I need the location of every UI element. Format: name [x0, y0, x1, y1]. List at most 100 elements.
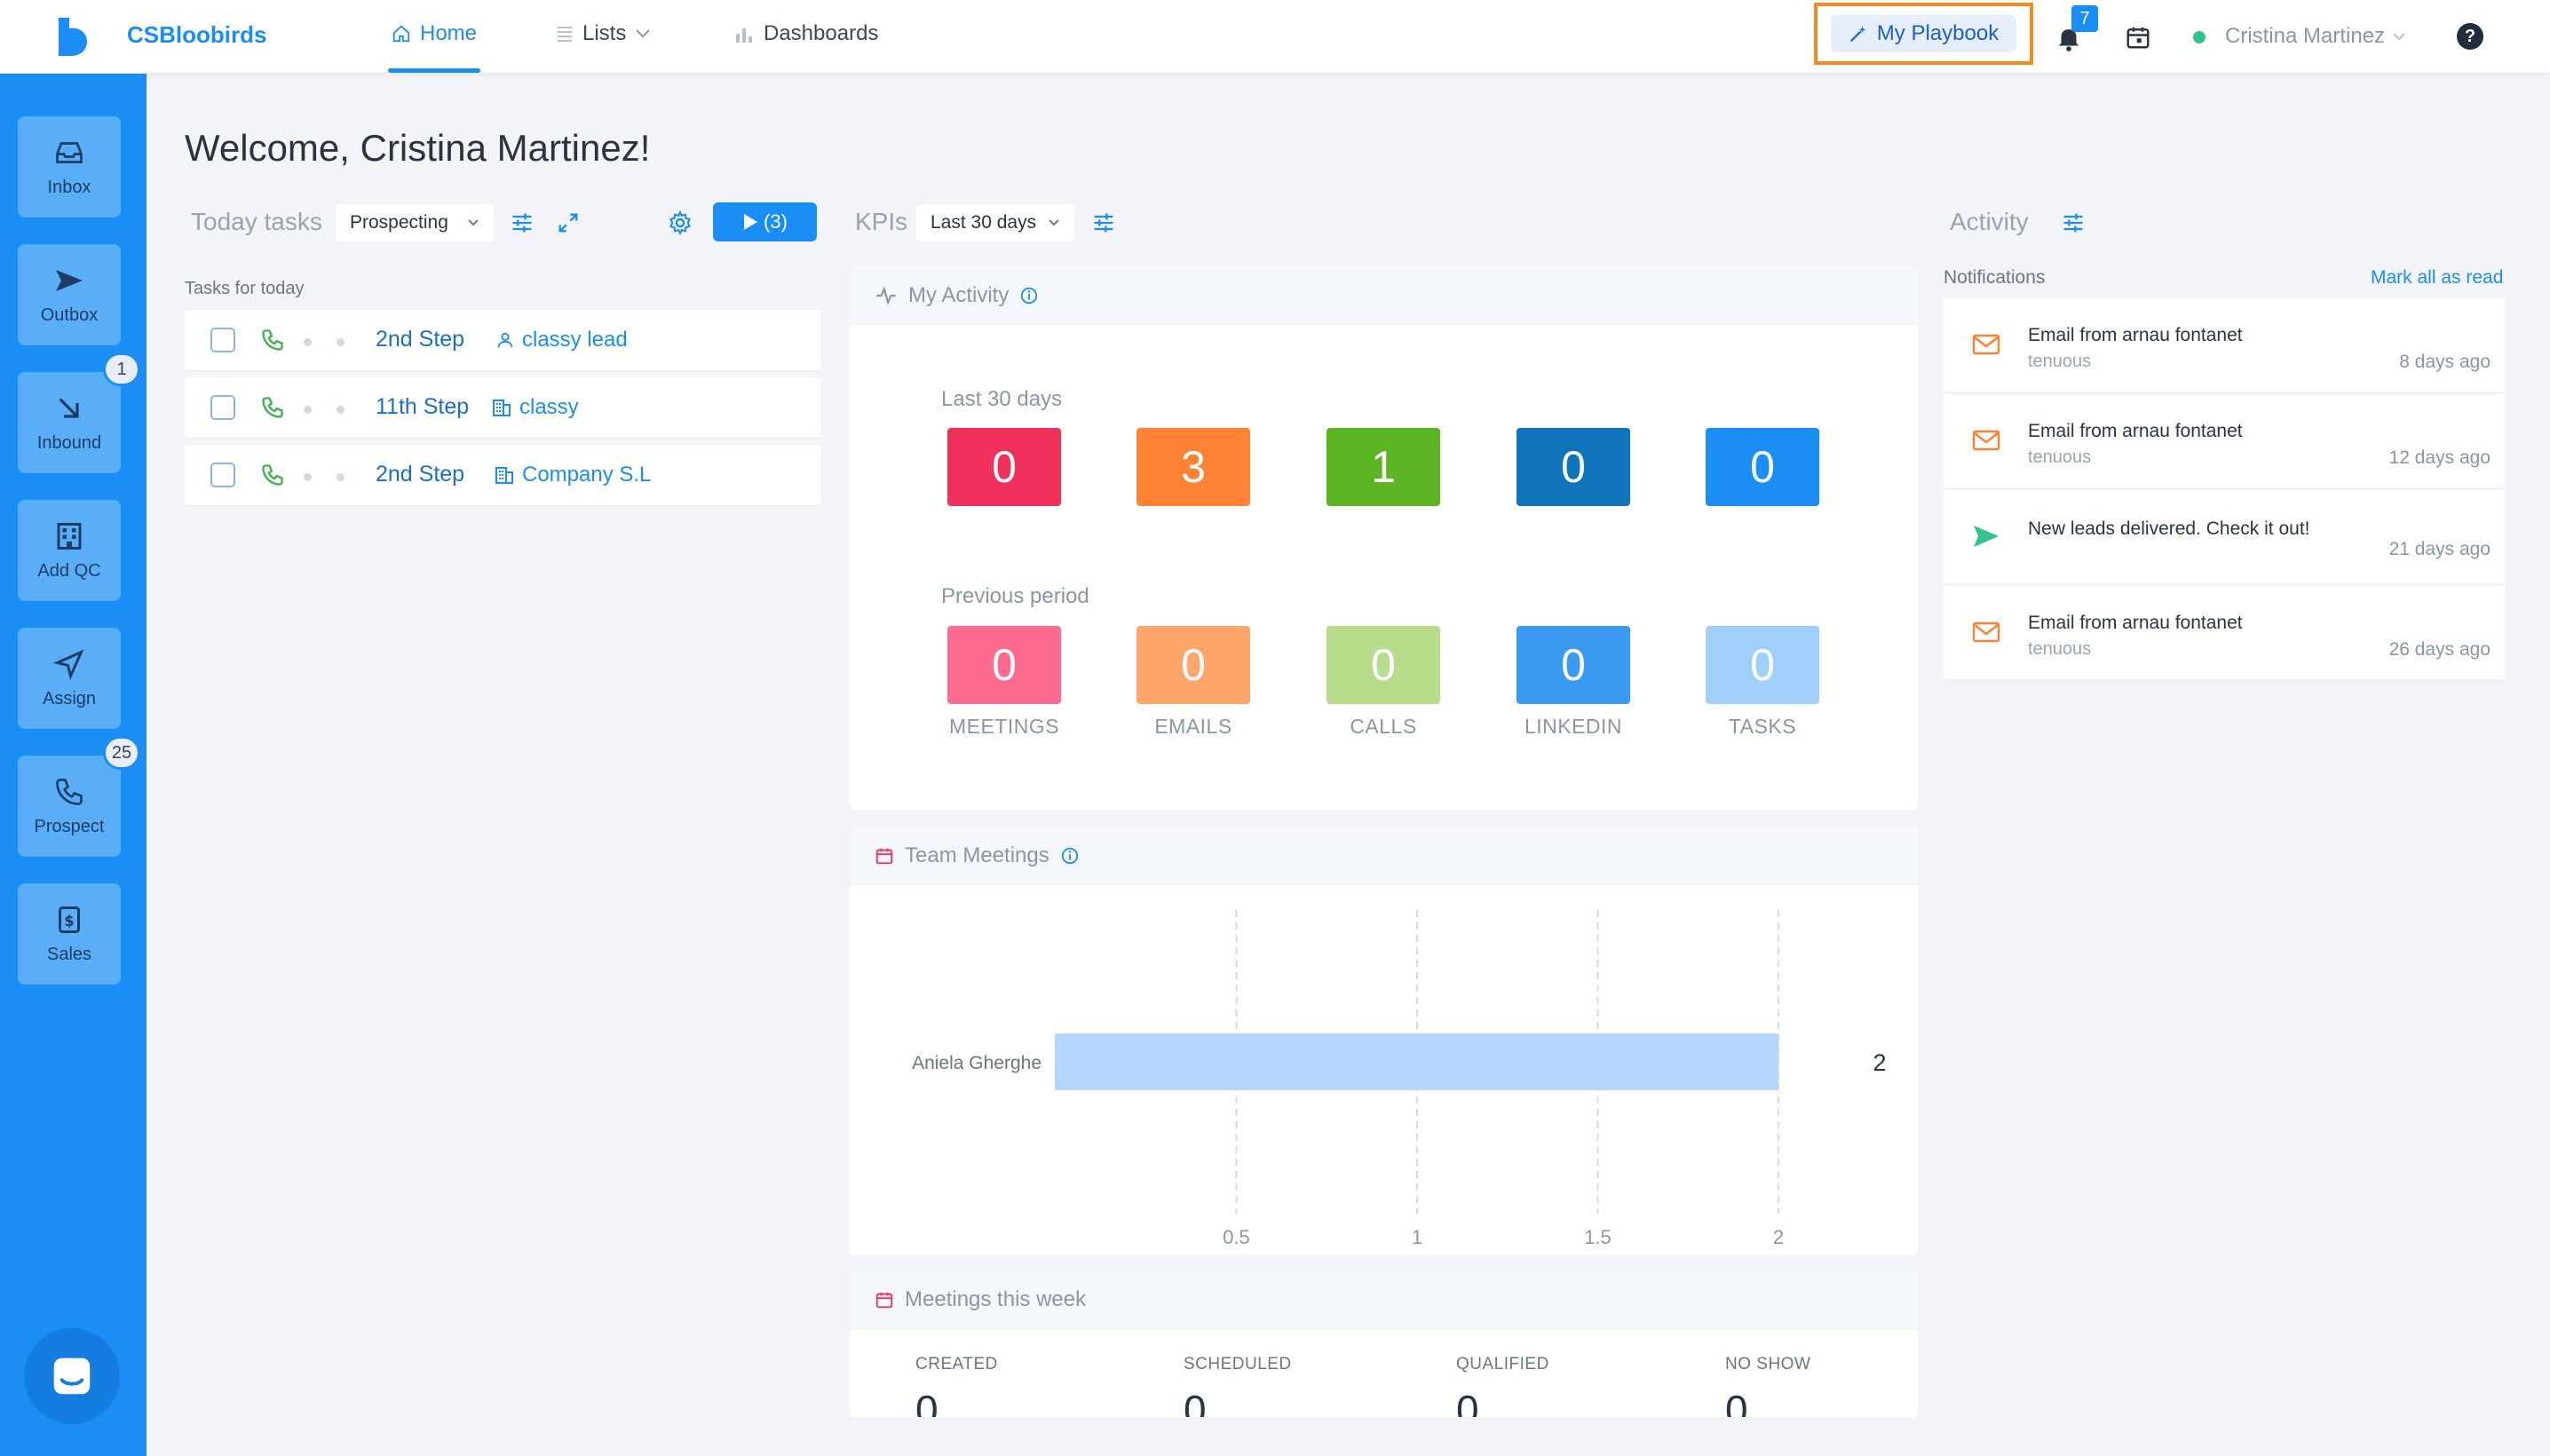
sidebar-item-sales[interactable]: $ Sales [18, 883, 121, 985]
notification-title: Email from arnau fontanet [2028, 421, 2243, 441]
my-activity-title: My Activity [908, 282, 1010, 307]
kpi-linkedin-previous[interactable]: 0 [1517, 626, 1630, 704]
kpi-caption-linkedin: LINKEDIN [1524, 715, 1623, 738]
notification-count-badge: 7 [2071, 5, 2098, 32]
sidebar-item-label: Sales [46, 944, 92, 964]
sidebar-item-inbox[interactable]: Inbox [18, 116, 121, 218]
meetings-created-value: 0 [915, 1387, 938, 1417]
task-checkbox[interactable] [210, 328, 235, 352]
notification-time: 12 days ago [2388, 447, 2491, 468]
kpi-meetings-current[interactable]: 0 [947, 428, 1061, 506]
sliders-icon[interactable] [2061, 210, 2086, 235]
kpis-range-dropdown[interactable]: Last 30 days [916, 204, 1074, 241]
user-menu[interactable]: Cristina Martinez [2225, 24, 2406, 49]
bar-chart-icon [736, 28, 752, 43]
nav-home[interactable]: Home [392, 21, 477, 46]
task-target-link[interactable]: classy [491, 395, 579, 420]
chevron-down-icon [1049, 219, 1059, 226]
task-dot [304, 338, 312, 346]
nav-lists[interactable]: Lists [556, 21, 651, 46]
team-meetings-title: Team Meetings [905, 843, 1049, 867]
kpi-tasks-previous[interactable]: 0 [1706, 626, 1819, 704]
kpi-caption-emails: EMAILS [1154, 715, 1232, 738]
nav-dashboards-label: Dashboards [764, 21, 879, 45]
my-playbook-button[interactable]: My Playbook [1831, 15, 2016, 52]
notification-item[interactable]: Email from arnau fontanet tenuous 26 day… [1944, 586, 2505, 680]
notification-time: 26 days ago [2388, 639, 2491, 660]
sidebar: Inbox Outbox Inbound 1 Add QC Assign Pro… [0, 74, 147, 1456]
kpi-emails-current[interactable]: 3 [1136, 428, 1250, 506]
sidebar-item-prospect[interactable]: Prospect [18, 756, 121, 857]
bloobirds-logo-icon[interactable] [55, 16, 89, 57]
expand-icon[interactable] [556, 210, 581, 235]
meetings-week-panel: Meetings this week CREATED SCHEDULED QUA… [850, 1270, 1918, 1417]
person-icon [497, 332, 513, 348]
info-icon[interactable] [1019, 286, 1039, 305]
top-bar: CSBloobirds Home Lists Dashboards My Pla… [0, 0, 2550, 74]
task-row[interactable]: 2nd Step Company S.L [185, 445, 821, 505]
task-row[interactable]: 11th Step classy [185, 377, 821, 438]
kpi-caption-tasks: TASKS [1728, 715, 1797, 738]
kpi-calls-current[interactable]: 1 [1326, 428, 1440, 506]
help-icon[interactable]: ? [2457, 23, 2483, 50]
task-checkbox[interactable] [210, 463, 235, 487]
navigation-icon [53, 649, 84, 680]
notification-item[interactable]: Email from arnau fontanet tenuous 8 days… [1944, 298, 2505, 392]
task-step: 2nd Step [376, 327, 465, 352]
nav-lists-label: Lists [582, 21, 627, 45]
phone-icon [56, 778, 83, 805]
brand-name[interactable]: CSBloobirds [127, 21, 267, 48]
kpi-tasks-current[interactable]: 0 [1706, 428, 1819, 506]
nav-dashboards[interactable]: Dashboards [735, 21, 878, 46]
kpi-emails-previous[interactable]: 0 [1136, 626, 1250, 704]
my-playbook-label: My Playbook [1876, 21, 2000, 45]
chat-icon [53, 1357, 91, 1395]
y-category-label: Aniela Gherghe [912, 1053, 1041, 1073]
notification-time: 8 days ago [2399, 352, 2491, 372]
task-target-link[interactable]: classy lead [495, 328, 628, 352]
sliders-icon[interactable] [1091, 210, 1116, 235]
magic-wand-icon [1849, 26, 1866, 43]
building-icon [493, 400, 511, 416]
sidebar-item-assign[interactable]: Assign [18, 628, 121, 729]
kpis-title: KPIs [855, 208, 908, 235]
x-tick-label: 1 [1412, 1226, 1422, 1248]
sidebar-item-outbox[interactable]: Outbox [18, 244, 121, 345]
building-icon [495, 467, 513, 484]
sidebar-item-label: Add QC [37, 560, 101, 581]
notification-title: Email from arnau fontanet [2028, 613, 2243, 633]
calendar-icon[interactable] [2125, 24, 2151, 51]
building-icon [57, 522, 82, 550]
my-activity-panel: My Activity Last 30 days Previous period… [850, 266, 1918, 810]
activity-pulse-icon [876, 285, 896, 305]
chat-launcher-button[interactable] [24, 1328, 120, 1424]
mail-icon [1972, 430, 2000, 451]
task-target-label: Company S.L [522, 463, 652, 487]
phone-icon [262, 329, 283, 351]
tasks-filter-dropdown[interactable]: Prospecting [336, 204, 494, 241]
kpi-calls-previous[interactable]: 0 [1326, 626, 1440, 704]
notifications-label: Notifications [1944, 267, 2046, 288]
sidebar-item-add-qc[interactable]: Add QC [18, 500, 121, 601]
chevron-down-icon [2393, 33, 2405, 41]
mark-all-read-link[interactable]: Mark all as read [2371, 267, 2504, 288]
notification-item[interactable]: New leads delivered. Check it out! 21 da… [1944, 490, 2505, 584]
gear-icon[interactable] [668, 210, 693, 235]
info-icon[interactable] [1060, 846, 1080, 866]
notification-item[interactable]: Email from arnau fontanet tenuous 12 day… [1944, 394, 2505, 488]
task-target-link[interactable]: Company S.L [494, 463, 651, 487]
kpi-linkedin-current[interactable]: 0 [1517, 428, 1630, 506]
meetings-week-title: Meetings this week [905, 1286, 1087, 1311]
start-tasks-button[interactable]: (3) [713, 202, 817, 241]
task-row[interactable]: 2nd Step classy lead [185, 310, 821, 370]
sidebar-item-inbound[interactable]: Inbound [18, 372, 121, 473]
kpi-caption-meetings: MEETINGS [948, 715, 1060, 738]
kpi-meetings-previous[interactable]: 0 [947, 626, 1061, 704]
task-step: 2nd Step [376, 462, 465, 487]
task-checkbox[interactable] [210, 395, 235, 420]
notification-subtitle: tenuous [2028, 352, 2092, 371]
sliders-icon[interactable] [510, 210, 535, 235]
bell-icon[interactable] [2054, 23, 2084, 53]
meetings-created-label: CREATED [915, 1355, 998, 1373]
x-tick-label: 0.5 [1223, 1226, 1250, 1248]
